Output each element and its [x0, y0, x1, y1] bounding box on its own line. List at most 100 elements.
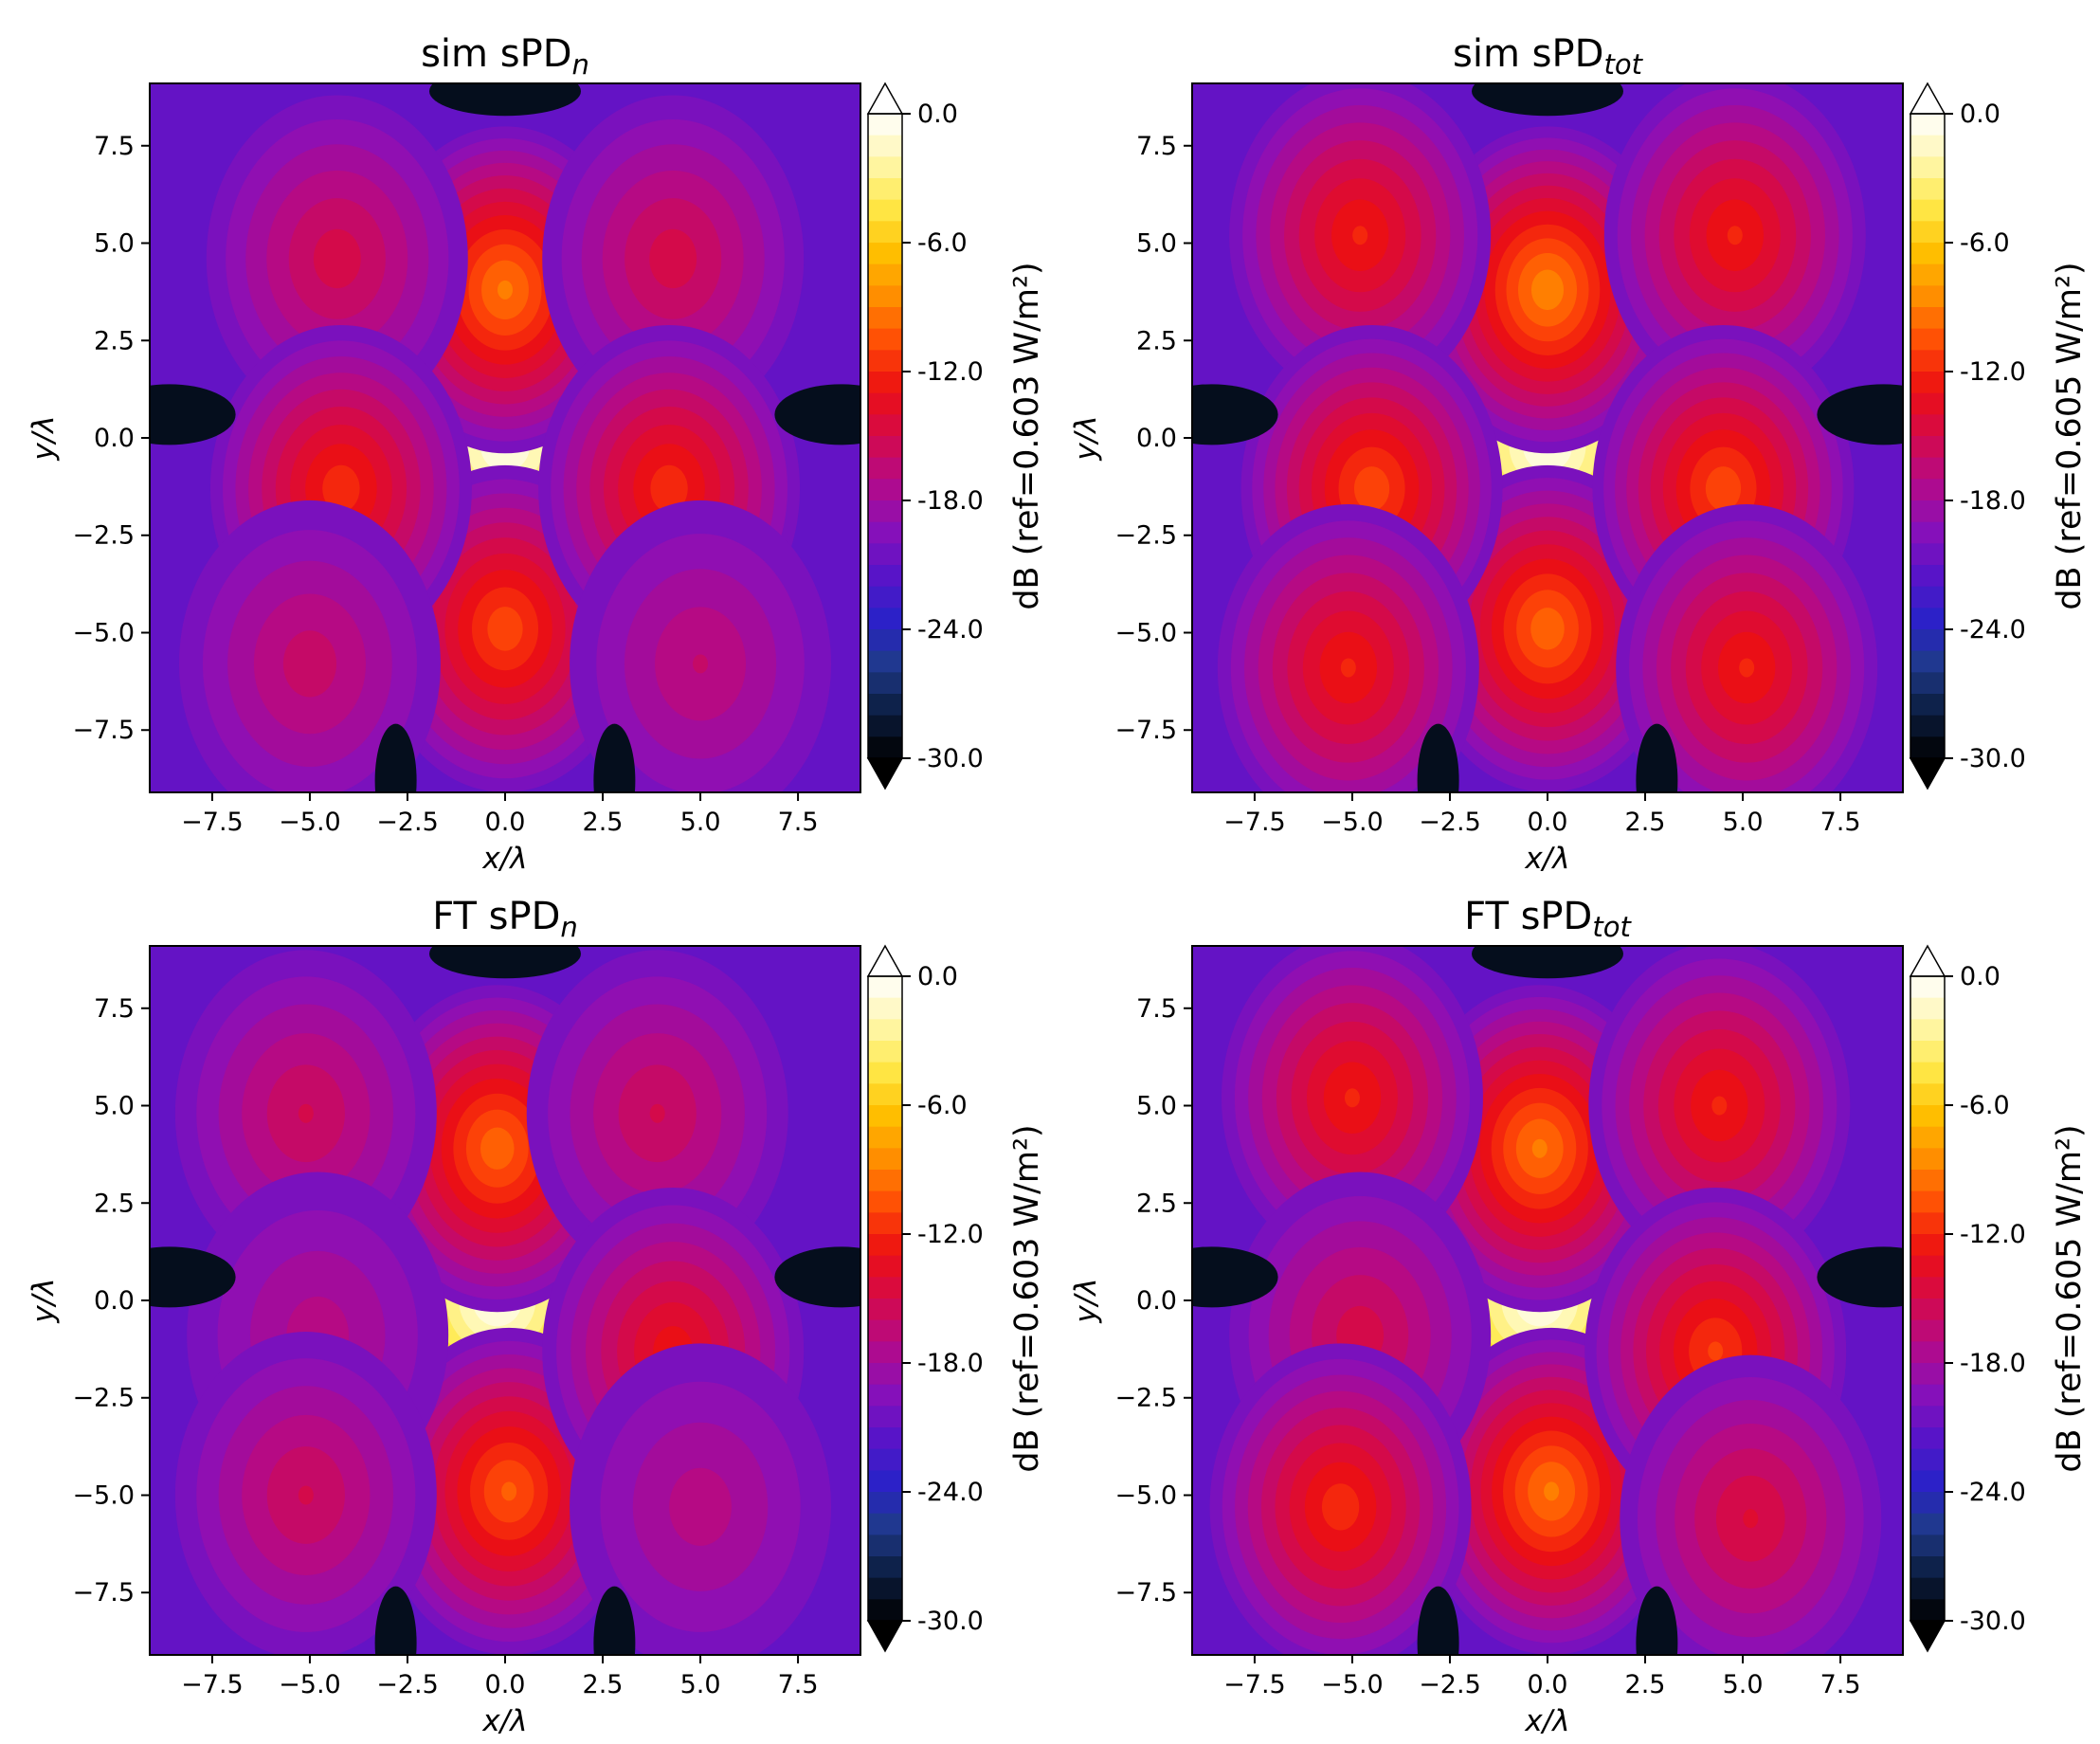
chart-title: sim sPDtot: [1453, 32, 1644, 81]
chart-svg: −7.5 −5.0 −2.5 0.0 2.5 5.0 7.5 7.5 5.0 2.5 0.0 −2.5…: [1069, 32, 2089, 876]
colorbar-band: [1910, 1492, 1945, 1515]
colorbar-band: [1910, 521, 1945, 544]
contour-band: [480, 1127, 515, 1170]
colorbar-band: [868, 414, 902, 437]
colorbar-band: [1910, 243, 1945, 265]
contour-band: [650, 464, 688, 513]
x-tick-label: 0.0: [1528, 1670, 1568, 1699]
x-tick-label: −5.0: [279, 808, 341, 837]
colorbar-band: [868, 1170, 902, 1192]
colorbar-tick-label: -6.0: [1960, 1091, 2010, 1120]
null-region: [774, 1246, 860, 1308]
y-tick-label: −7.5: [72, 716, 135, 745]
colorbar-band: [868, 1277, 902, 1299]
colorbar-band: [1910, 372, 1945, 394]
colorbar-band: [1910, 1105, 1945, 1128]
colorbar-extend-max: [1909, 82, 1946, 115]
colorbar-band: [868, 135, 902, 157]
x-tick-label: 5.0: [680, 1670, 721, 1699]
colorbar-tick-label: -6.0: [1960, 228, 2010, 258]
colorbar-band: [868, 328, 902, 351]
colorbar-band: [1910, 694, 1945, 717]
colorbar-band: [1910, 1406, 1945, 1428]
colorbar-band: [868, 976, 902, 999]
colorbar-band: [1910, 1277, 1945, 1299]
colorbar-band: [868, 263, 902, 286]
contour-band: [313, 228, 361, 289]
null-region: [1472, 83, 1623, 117]
x-tick-label: −7.5: [181, 808, 244, 837]
heatmap-field: [1192, 946, 1903, 1655]
colorbar-band: [868, 1492, 902, 1515]
colorbar-band: [868, 1234, 902, 1257]
chart-title: FT sPDtot: [1464, 895, 1632, 943]
y-tick-label: 5.0: [94, 229, 135, 259]
colorbar-band: [1910, 500, 1945, 523]
colorbar-band: [868, 1083, 902, 1106]
colorbar-band: [1910, 392, 1945, 415]
colorbar-band: [868, 694, 902, 717]
x-tick-label: 5.0: [1723, 1670, 1764, 1699]
colorbar-band: [868, 199, 902, 222]
contour-band: [501, 1481, 517, 1501]
colorbar-band: [868, 1019, 902, 1042]
y-tick-label: 0.0: [94, 1286, 135, 1316]
colorbar-band: [1910, 1190, 1945, 1213]
colorbar-tick-label: -24.0: [1960, 615, 2026, 645]
colorbar-band: [1910, 1255, 1945, 1278]
colorbar-extend-max: [866, 82, 904, 115]
colorbar-extend-min: [866, 1620, 904, 1653]
null-region: [150, 1246, 236, 1308]
y-tick-label: −2.5: [72, 1384, 135, 1413]
colorbar-band: [1910, 307, 1945, 330]
colorbar-band: [1910, 156, 1945, 179]
colorbar-band: [1910, 1126, 1945, 1149]
x-tick-label: 2.5: [583, 1670, 624, 1699]
colorbar-band: [868, 392, 902, 415]
x-tick-label: −5.0: [279, 1670, 341, 1699]
colorbar-tick-label: -6.0: [917, 1091, 968, 1120]
x-tick-label: 7.5: [778, 808, 819, 837]
colorbar-band: [868, 457, 902, 480]
x-tick-label: 2.5: [1625, 808, 1666, 837]
colorbar-frame: [867, 975, 903, 1622]
colorbar-tick-label: -24.0: [917, 1478, 984, 1507]
null-region: [374, 1586, 417, 1655]
null-region: [1192, 384, 1278, 445]
y-tick-label: −5.0: [72, 618, 135, 647]
y-tick-label: 2.5: [94, 326, 135, 355]
chart-svg: −7.5 −5.0 −2.5 0.0 2.5 5.0 7.5 7.5 5.0 2.5 0.0 −2.5…: [1069, 895, 2089, 1738]
colorbar-tick-label: -18.0: [1960, 486, 2026, 516]
colorbar-band: [868, 565, 902, 588]
colorbar-band: [868, 1363, 902, 1386]
colorbar-band: [1910, 1170, 1945, 1192]
colorbar-band: [868, 672, 902, 695]
chart-title-subscript: n: [560, 911, 577, 943]
y-axis-label: y/λ: [1069, 415, 1103, 461]
colorbar-tick-label: -24.0: [1960, 1478, 2026, 1507]
y-tick-label: 0.0: [1136, 1286, 1177, 1316]
colorbar-band: [868, 1190, 902, 1213]
y-tick-label: 2.5: [1136, 1189, 1177, 1218]
y-axis-label: y/λ: [27, 1278, 61, 1323]
contour-band: [1530, 608, 1565, 650]
y-tick-label: −2.5: [1114, 1384, 1177, 1413]
colorbar-tick-label: -18.0: [1960, 1349, 2026, 1378]
contour-band: [487, 607, 523, 651]
colorbar-band: [868, 285, 902, 308]
y-axis-label: y/λ: [1069, 1278, 1103, 1323]
colorbar-band: [1910, 328, 1945, 351]
colorbar-frame: [1910, 113, 1946, 759]
colorbar-band: [1910, 285, 1945, 308]
null-region: [1817, 384, 1903, 445]
colorbar-band: [1910, 1148, 1945, 1171]
colorbar-band: [1910, 629, 1945, 652]
chart-panel-ft-spd-n: −7.5 −5.0 −2.5 0.0 2.5 5.0 7.5 7.5 5.0 2.5 0.0 −2.5…: [0, 863, 1046, 1738]
colorbar-band: [1910, 1470, 1945, 1493]
x-tick-label: −7.5: [1223, 808, 1286, 837]
colorbar-band: [1910, 1384, 1945, 1407]
y-tick-label: −7.5: [1114, 716, 1177, 745]
colorbar-band: [1910, 1599, 1945, 1622]
colorbar-band: [1910, 586, 1945, 609]
x-tick-label: −7.5: [181, 1670, 244, 1699]
